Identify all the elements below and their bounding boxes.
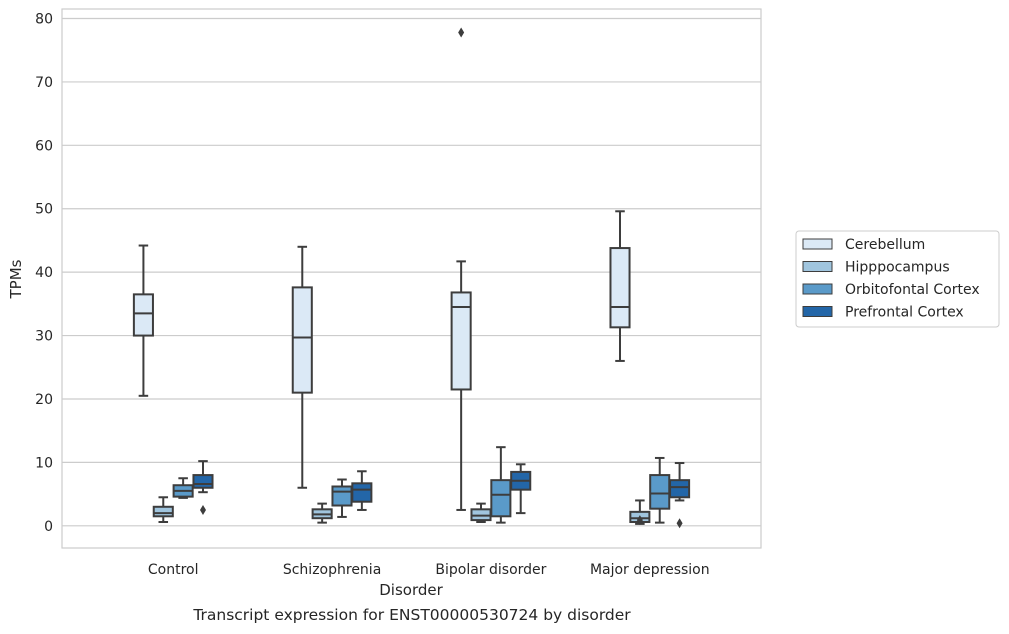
box-body (351, 482, 373, 503)
outlier-point (636, 515, 643, 526)
box-body (152, 505, 174, 518)
legend-label: Cerebellum (845, 237, 925, 253)
y-tick-label: 60 (35, 138, 53, 154)
y-axis-label: TPMs (7, 259, 25, 299)
box-body (192, 474, 214, 489)
y-tick-label: 0 (44, 519, 53, 535)
box-hipppocampus (152, 496, 174, 524)
box-orbitofontal-cortex (331, 478, 353, 518)
box-body (609, 247, 631, 329)
box-prefrontal-cortex (351, 470, 373, 511)
box-orbitofontal-cortex (172, 477, 194, 499)
x-tick-label: Schizophrenia (283, 562, 381, 578)
box-body (291, 286, 313, 394)
y-tick-labels: 0 10 20 30 40 50 60 70 80 (35, 12, 53, 535)
box-hipppocampus (311, 502, 333, 524)
box-cerebellum (132, 244, 154, 397)
legend-swatch (802, 238, 833, 250)
outlier-point (458, 27, 465, 38)
box-body (649, 474, 671, 510)
legend-swatch (802, 261, 833, 272)
legend-label: Orbitofontal Cortex (845, 282, 980, 298)
box-body (450, 291, 472, 391)
y-tick-label: 50 (35, 202, 53, 218)
x-tick-labels: Control Schizophrenia Bipolar disorder Majo… (148, 562, 710, 578)
legend-swatch (802, 283, 833, 295)
box-body (331, 485, 353, 507)
box-hipppocampus (470, 502, 492, 524)
box-cerebellum (450, 27, 472, 511)
x-axis-label: Disorder (379, 581, 443, 599)
box-body (490, 479, 512, 518)
legend-swatch (802, 306, 833, 317)
box-prefrontal-cortex (510, 463, 532, 515)
x-tick-label: Bipolar disorder (435, 562, 546, 578)
plot-frame (61, 8, 762, 549)
y-tick-label: 20 (35, 392, 53, 408)
box-body (132, 293, 154, 337)
grid-lines (62, 17, 761, 527)
figure-caption: Transcript expression for ENST0000053072… (193, 606, 631, 624)
legend: Cerebellum Hipppocampus Orbitofontal Corte… (795, 230, 1000, 328)
box-cerebellum (609, 210, 631, 362)
x-tick-label: Major depression (590, 562, 710, 578)
legend-label: Hipppocampus (845, 260, 950, 276)
box-cerebellum (291, 245, 313, 489)
y-tick-label: 10 (35, 455, 53, 471)
legend-label: Prefrontal Cortex (845, 305, 964, 321)
outlier-point (199, 504, 206, 515)
box-prefrontal-cortex (192, 460, 214, 515)
box-series (132, 27, 691, 529)
box-orbitofontal-cortex (649, 456, 671, 524)
box-prefrontal-cortex (669, 462, 691, 529)
y-tick-label: 80 (35, 12, 53, 28)
y-tick-label: 70 (35, 75, 53, 91)
box-hipppocampus (629, 499, 651, 526)
box-orbitofontal-cortex (490, 446, 512, 524)
outlier-point (676, 518, 683, 529)
box-body (669, 479, 691, 499)
legend-frame (795, 230, 1000, 328)
y-tick-label: 40 (35, 265, 53, 281)
y-tick-label: 30 (35, 329, 53, 345)
x-tick-label: Control (148, 562, 199, 578)
